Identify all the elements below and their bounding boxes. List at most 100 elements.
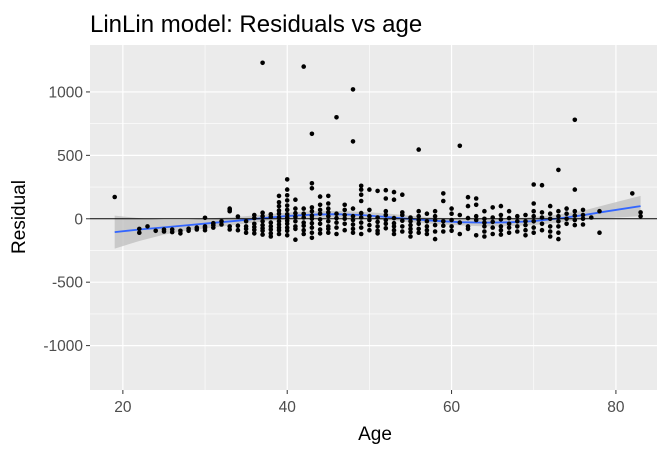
- residual-point: [506, 208, 512, 214]
- residual-point: [523, 233, 528, 238]
- residual-point: [498, 217, 504, 222]
- residual-point: [556, 213, 561, 219]
- x-tick-label: 20: [114, 399, 132, 416]
- residual-point: [293, 237, 298, 242]
- residual-point: [317, 207, 323, 213]
- residual-point: [309, 205, 315, 210]
- residual-point: [309, 230, 315, 235]
- residual-point: [564, 211, 569, 216]
- residual-point: [531, 201, 536, 206]
- residual-point: [482, 220, 487, 225]
- residual-point: [473, 202, 479, 208]
- residual-point: [416, 213, 422, 219]
- residual-point: [309, 131, 315, 137]
- residual-point: [309, 186, 315, 191]
- residual-point: [391, 189, 397, 195]
- residual-point: [243, 230, 249, 235]
- residual-point: [449, 206, 454, 211]
- residual-point: [243, 226, 249, 232]
- residual-point: [326, 213, 331, 219]
- residual-point: [326, 210, 331, 215]
- residual-point: [301, 223, 307, 228]
- residual-point: [367, 207, 372, 213]
- residual-point: [227, 207, 232, 213]
- residual-point: [293, 226, 298, 232]
- residual-point: [539, 227, 545, 233]
- residual-point: [638, 213, 643, 219]
- residual-point: [416, 147, 422, 152]
- residual-point: [334, 220, 339, 225]
- residual-point: [342, 207, 348, 213]
- residual-point: [243, 219, 249, 224]
- residual-point: [515, 219, 520, 224]
- y-axis-title: Residual: [9, 180, 30, 254]
- residual-point: [638, 210, 643, 215]
- residual-point: [391, 197, 397, 202]
- y-tick-label: 1000: [49, 84, 84, 101]
- residual-point: [350, 87, 356, 92]
- residual-point: [293, 219, 298, 224]
- residual-point: [523, 212, 528, 218]
- residual-point: [350, 206, 356, 211]
- residual-point: [350, 226, 356, 232]
- residual-point: [408, 234, 413, 239]
- residual-point: [293, 206, 298, 211]
- residual-point: [416, 230, 422, 235]
- residual-point: [342, 221, 348, 227]
- residual-point: [449, 211, 454, 216]
- residual-point: [416, 208, 422, 214]
- residual-point: [580, 212, 586, 218]
- residual-point: [317, 221, 323, 227]
- residual-point: [490, 205, 496, 210]
- residual-point: [531, 219, 536, 224]
- residual-point: [547, 234, 553, 239]
- residual-point: [416, 226, 422, 232]
- residual-point: [276, 219, 282, 224]
- residual-point: [112, 194, 117, 200]
- residual-point: [424, 227, 430, 233]
- residual-point: [252, 231, 257, 236]
- residual-point: [317, 231, 323, 236]
- residual-point: [293, 197, 298, 202]
- residual-point: [284, 198, 290, 203]
- residual-point: [556, 208, 561, 214]
- residual-point: [572, 213, 578, 218]
- residual-point: [367, 222, 372, 228]
- residual-point: [564, 221, 569, 227]
- residual-point: [408, 222, 413, 228]
- residual-point: [301, 64, 307, 69]
- residual-point: [457, 231, 463, 237]
- residual-point: [482, 229, 487, 234]
- residual-point: [539, 221, 545, 227]
- residual-point: [473, 233, 479, 238]
- x-tick-label: 40: [279, 399, 297, 416]
- residual-point: [334, 231, 339, 237]
- residual-point: [235, 227, 241, 233]
- residual-point: [424, 231, 430, 237]
- residual-point: [326, 201, 331, 206]
- residual-point: [309, 181, 315, 186]
- residual-point: [515, 224, 520, 229]
- residual-point: [317, 227, 323, 232]
- residual-point: [449, 224, 454, 229]
- residual-point: [358, 187, 364, 192]
- residual-point: [317, 211, 323, 216]
- residual-point: [268, 220, 274, 225]
- residual-point: [301, 211, 307, 216]
- residual-point: [547, 229, 553, 234]
- residual-point: [391, 224, 397, 229]
- residual-point: [367, 187, 372, 192]
- residual-point: [432, 208, 438, 214]
- residual-point: [268, 234, 274, 239]
- residual-point: [342, 227, 348, 233]
- residual-point: [326, 193, 331, 199]
- residual-point: [572, 222, 578, 228]
- x-axis-title: Age: [358, 424, 392, 445]
- residual-point: [432, 213, 438, 219]
- residual-point: [284, 193, 290, 198]
- x-tick-label: 80: [607, 399, 625, 416]
- residual-point: [309, 208, 315, 214]
- residual-point: [161, 229, 167, 234]
- residual-point: [293, 210, 298, 216]
- residual-point: [284, 187, 290, 192]
